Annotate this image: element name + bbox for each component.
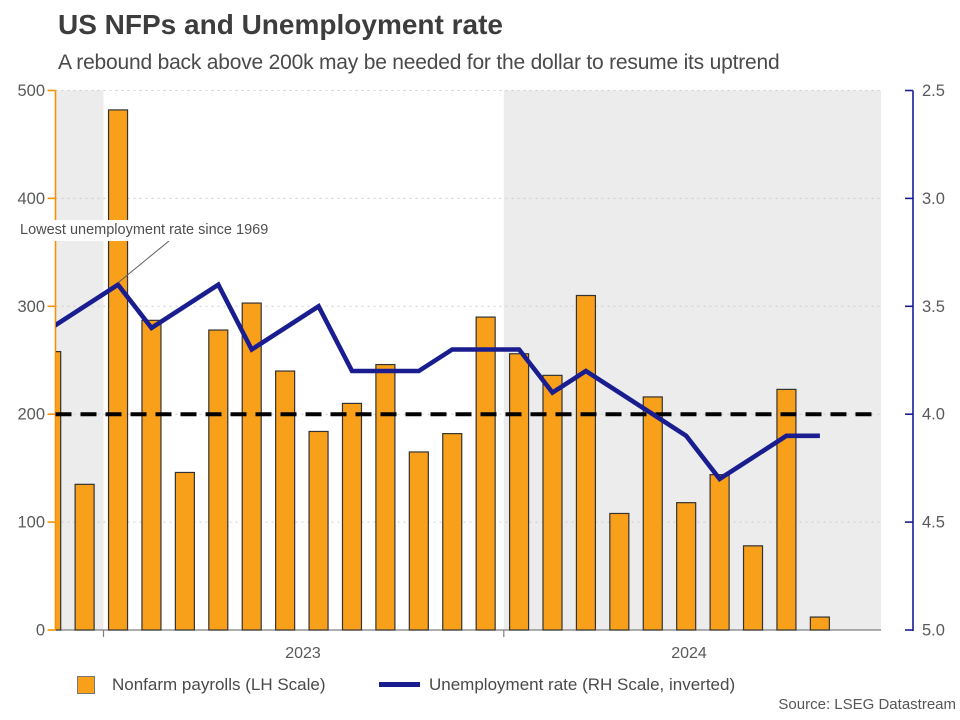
right-axis-tick-label-3.0: 3.0	[922, 190, 945, 208]
nfp-bar-May-2024	[642, 396, 663, 631]
nfp-bar-Sep-2024	[776, 388, 797, 631]
nfp-bar-Feb-2024	[542, 374, 563, 631]
nfp-bar-Jul-2024	[709, 474, 730, 631]
nfp-bar-Mar-2024	[575, 294, 597, 631]
x-axis-year-label-2023: 2023	[285, 645, 321, 662]
x-axis-year-label-2024: 2024	[671, 645, 707, 662]
left-axis-tick-label-200: 200	[17, 406, 45, 424]
annotation-lowest-unemployment: Lowest unemployment rate since 1969	[17, 220, 275, 241]
nfp-bar-Dec-2023	[475, 316, 496, 631]
nfp-bars-group	[55, 109, 830, 631]
right-axis-tick-label-4.5: 4.5	[922, 514, 945, 532]
left-axis-tick-label-400: 400	[17, 190, 45, 208]
left-axis-tick-label-100: 100	[17, 514, 45, 532]
nfp-bar-Nov-2022	[55, 351, 62, 631]
nfp-bar-May-2023	[241, 302, 262, 631]
legend: Nonfarm payrolls (LH Scale) Unemployment…	[0, 669, 960, 697]
unemployment-line-group	[55, 281, 820, 482]
nfp-bar-Nov-2023	[442, 433, 463, 631]
right-axis-tick-label-4.0: 4.0	[922, 406, 945, 424]
left-axis-tick-label-300: 300	[17, 298, 45, 316]
legend-bar-swatch-icon	[77, 676, 95, 694]
right-axis-tick-label-2.5: 2.5	[922, 82, 945, 100]
nfp-bar-Sep-2023	[375, 363, 396, 631]
chart-title: US NFPs and Unemployment rate	[58, 9, 503, 40]
nfp-bar-Apr-2024	[609, 512, 630, 631]
legend-label-unemployment-rate: Unemployment rate (RH Scale, inverted)	[429, 675, 736, 694]
nfp-bar-Oct-2024	[809, 616, 830, 631]
nfp-bar-Jul-2023	[308, 430, 329, 631]
nfp-bar-Mar-2023	[174, 471, 195, 631]
left-axis-tick-label-500: 500	[17, 82, 45, 100]
nfp-bar-Jan-2024	[508, 353, 530, 631]
chart-subtitle: A rebound back above 200k may be needed …	[58, 51, 780, 74]
nfp-bar-Aug-2023	[341, 402, 363, 631]
nfp-bar-Apr-2023	[208, 329, 229, 631]
nfp-bar-Jun-2023	[275, 370, 296, 631]
annotation-leader-line	[117, 238, 173, 284]
legend-line-swatch-icon	[379, 682, 420, 687]
nfp-bar-Aug-2024	[742, 545, 764, 631]
nfp-bar-Feb-2023	[141, 319, 162, 631]
unemployment-rate-line	[55, 281, 820, 482]
right-axis-tick-label-3.5: 3.5	[922, 298, 945, 316]
source-credit: Source: LSEG Datastream	[778, 696, 956, 713]
nfp-bar-Oct-2023	[408, 451, 429, 631]
nfp-bar-Jan-2023	[107, 109, 129, 631]
left-axis-tick-label-0: 0	[36, 622, 45, 640]
nfp-bar-Jun-2024	[676, 502, 697, 631]
right-axis-tick-label-5.0: 5.0	[922, 622, 945, 640]
legend-label-nonfarm-payrolls: Nonfarm payrolls (LH Scale)	[112, 675, 326, 694]
nfp-bar-Dec-2022	[74, 483, 95, 631]
